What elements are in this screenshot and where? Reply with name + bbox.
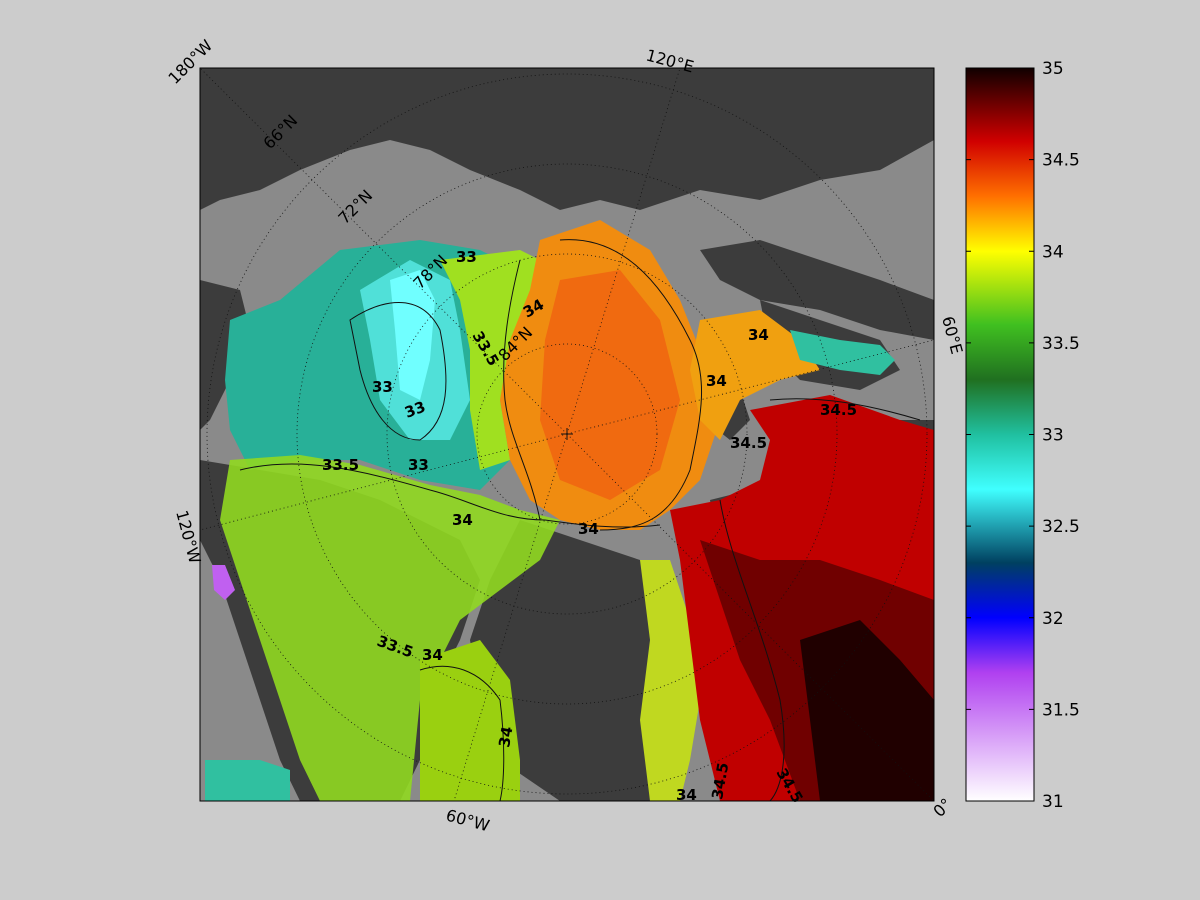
land-siberia-alaska (200, 68, 934, 210)
contour-label: 34 (676, 786, 697, 804)
contour-label: 33.5 (322, 456, 359, 474)
contour-label: 34.5 (730, 434, 767, 452)
contour-label: 34 (422, 646, 443, 664)
land-north-europe (700, 240, 934, 340)
contour-33-5 (239, 463, 661, 528)
contour-34-5-barents (769, 398, 921, 421)
colorbar-tick-label: 32 (1042, 609, 1064, 629)
field-baffin-bay (420, 640, 520, 801)
land-greenland (470, 520, 690, 801)
contour-34-baffin (419, 665, 505, 801)
contour-33-beaufort (349, 302, 447, 441)
colorbar-tick-label: 33 (1042, 426, 1064, 446)
colorbar-ticks: 31 31.5 32 32.5 33 33.5 34 34.5 35 (966, 59, 1080, 812)
contour-34-5-greenland (719, 499, 785, 801)
colorbar-tick-label: 35 (1042, 59, 1064, 79)
field-east-greenland (640, 560, 700, 801)
field-central-orange (540, 270, 680, 500)
contour-label: 33 (456, 248, 477, 266)
contour-34-loop (559, 239, 703, 531)
colorbar-tick-label: 34.5 (1042, 151, 1080, 171)
map-area (200, 68, 934, 801)
graticule (200, 68, 934, 801)
field-hudson-patch (205, 760, 290, 801)
map-border (199, 67, 935, 802)
colorbar-tick-label: 32.5 (1042, 517, 1080, 537)
contour-label: 34.5 (820, 401, 857, 419)
field-norwegian-dark-core (800, 620, 934, 801)
contour-label: 34 (748, 326, 769, 344)
colorbar-gradient (966, 68, 1034, 801)
colorbar-tick-label: 33.5 (1042, 334, 1080, 354)
colorbar: 31 31.5 32 32.5 33 33.5 34 34.5 35 (965, 59, 1080, 812)
north-pole-marker (561, 428, 573, 440)
field-fresh-inlet (212, 565, 235, 600)
field-white-sea (790, 330, 895, 375)
contour-label: 33 (372, 378, 393, 396)
colorbar-tick-label: 31 (1042, 792, 1064, 812)
contour-lines (239, 239, 921, 801)
lon-label-60e: 60°E (938, 314, 966, 356)
contour-label: 34 (706, 372, 727, 390)
lon-label-60w: 60°W (444, 806, 492, 836)
colorbar-tick-label: 34 (1042, 242, 1064, 262)
contour-label: 34 (495, 725, 516, 749)
contour-34-west (503, 259, 541, 521)
colorbar-tick-label: 31.5 (1042, 700, 1080, 720)
contour-label: 33 (408, 456, 429, 474)
contour-label: 34 (578, 520, 599, 538)
contour-label: 34 (452, 511, 473, 529)
field-barents-orange (690, 310, 820, 440)
field-archipelago-channels (220, 455, 560, 801)
